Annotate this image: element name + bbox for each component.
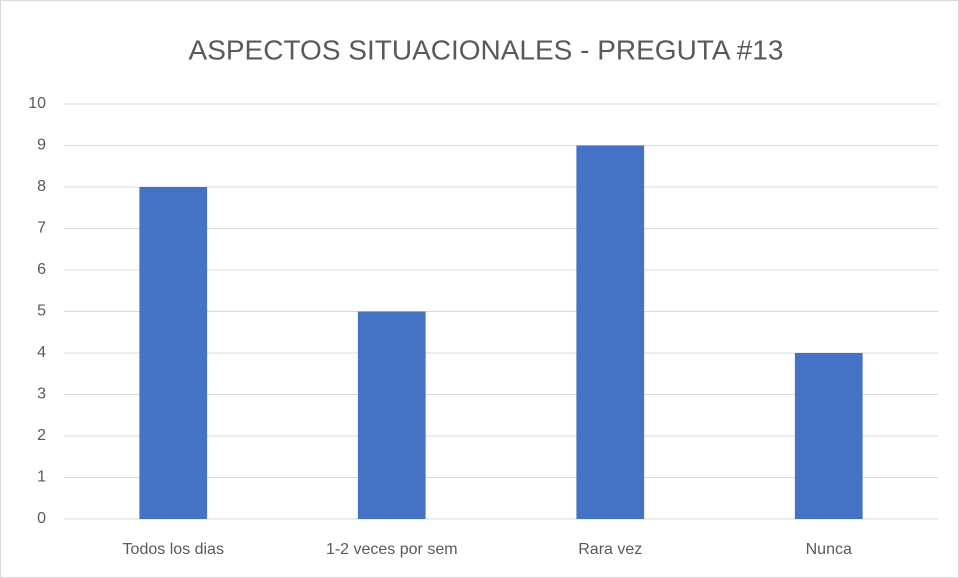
x-tick-label: Nunca xyxy=(806,541,852,558)
y-tick-label: 9 xyxy=(37,137,46,154)
chart-title: ASPECTOS SITUACIONALES - PREGUTA #13 xyxy=(189,34,784,65)
y-tick-label: 7 xyxy=(37,220,46,237)
bar xyxy=(357,311,426,519)
x-tick-label: Todos los dias xyxy=(123,541,224,558)
y-tick-label: 3 xyxy=(37,386,46,403)
y-tick-label: 6 xyxy=(37,261,46,278)
y-tick-label: 4 xyxy=(37,344,46,361)
y-tick-label: 0 xyxy=(37,510,46,527)
bar xyxy=(576,145,645,519)
y-tick-label: 1 xyxy=(37,469,46,486)
y-tick-label: 8 xyxy=(37,178,46,195)
y-tick-label: 10 xyxy=(28,95,46,112)
x-tick-label: 1-2 veces por sem xyxy=(326,541,458,558)
x-tick-label: Rara vez xyxy=(578,541,642,558)
bar xyxy=(139,187,208,519)
y-tick-label: 2 xyxy=(37,427,46,444)
y-tick-label: 5 xyxy=(37,303,46,320)
bar xyxy=(794,353,863,519)
